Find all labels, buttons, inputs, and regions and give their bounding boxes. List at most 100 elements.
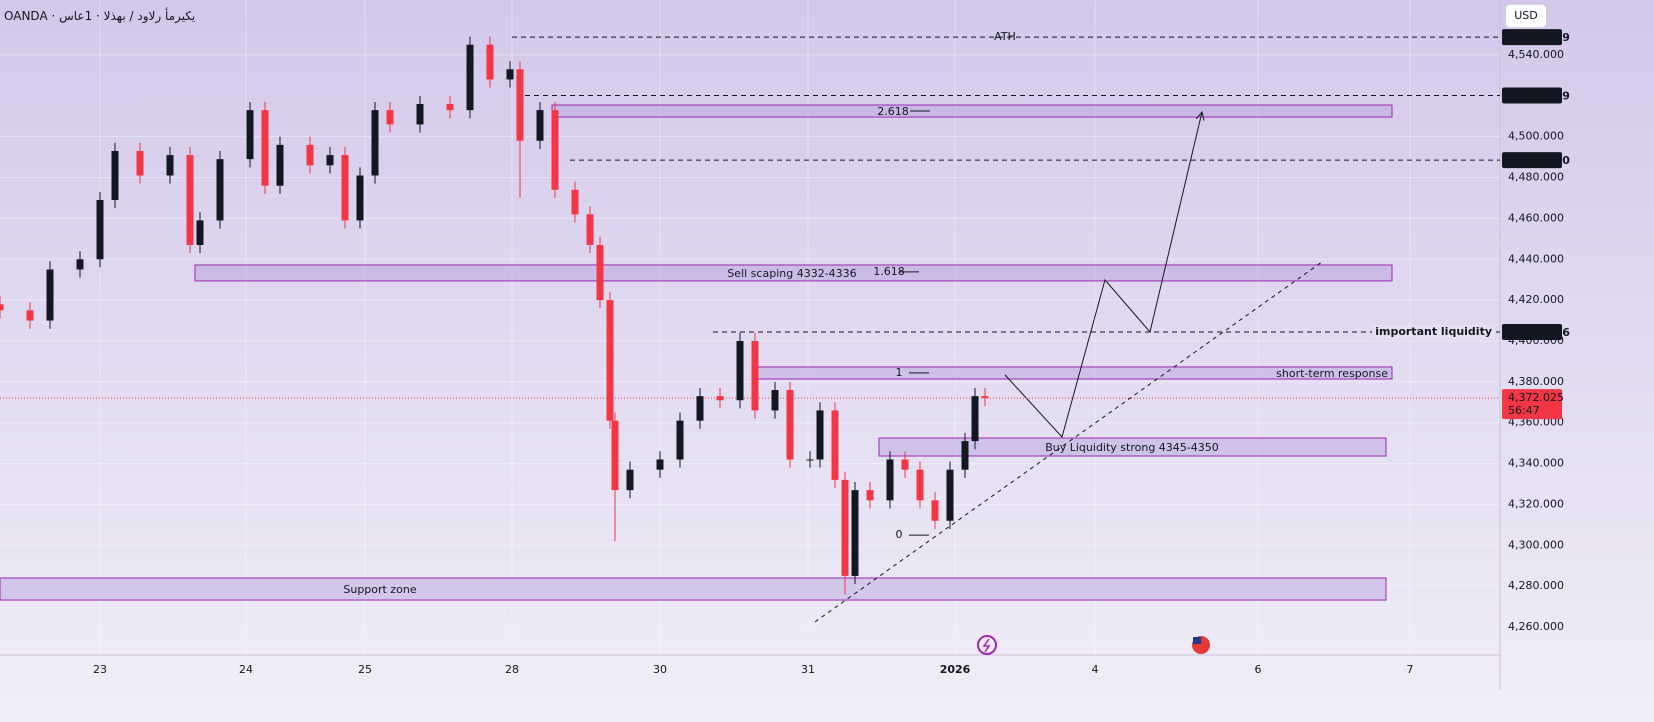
current-price-label: 4,372.025 [1508, 391, 1564, 404]
symbol-title: OANDA · يكيرمأ رلاود / بهذلا · 1عاس [4, 9, 196, 23]
price-label: 4,404.426 [1508, 326, 1570, 339]
candle-body [771, 390, 779, 411]
candle-body [696, 396, 704, 421]
zone-label: Buy Liquidity strong 4345-4350 [1045, 441, 1219, 454]
candle-body [886, 459, 894, 501]
y-tick-label: 4,380.000 [1508, 375, 1564, 388]
candle-body [341, 155, 349, 221]
zone-label: 2.618 [877, 105, 909, 118]
y-tick-label: 4,540.000 [1508, 48, 1564, 61]
zone-label: Sell scaping 4332-4336 [727, 267, 856, 280]
candle-body [606, 300, 614, 421]
candle-body [786, 390, 794, 460]
candle-body [971, 396, 979, 442]
candle-body [306, 144, 314, 166]
candle-body [806, 459, 814, 461]
fib-label: 0 [896, 528, 903, 541]
x-tick-label: 28 [505, 663, 519, 676]
candle-body [981, 396, 989, 399]
candle-body [841, 479, 849, 576]
candle-body [901, 459, 909, 470]
zone-label: Support zone [343, 583, 416, 596]
candle-body [276, 144, 284, 186]
y-tick-label: 4,460.000 [1508, 211, 1564, 224]
projection-path [1004, 112, 1202, 439]
candle-body [261, 110, 269, 186]
x-tick-label: 31 [801, 663, 815, 676]
y-tick-label: 4,340.000 [1508, 457, 1564, 470]
candle-body [831, 410, 839, 480]
x-tick-label: 23 [93, 663, 107, 676]
candle-body [196, 220, 204, 245]
candle-body [961, 441, 969, 470]
candle-body [136, 150, 144, 176]
candle-body [586, 214, 594, 245]
candle-body [716, 396, 724, 401]
x-tick-label: 24 [239, 663, 253, 676]
candle-body [851, 490, 859, 576]
price-label-bg [1502, 323, 1562, 340]
event-icon[interactable] [977, 635, 997, 655]
y-tick-label: 4,440.000 [1508, 252, 1564, 265]
candle-body [916, 469, 924, 501]
candle-body [656, 459, 664, 470]
zone [194, 264, 1393, 282]
zone [551, 104, 1393, 118]
note-bg [1372, 324, 1495, 338]
candle-body [26, 310, 34, 321]
candle-body [166, 155, 174, 176]
candle-body [596, 244, 604, 301]
y-tick-label: 4,300.000 [1508, 538, 1564, 551]
price-label: 4,548.709 [1508, 31, 1570, 44]
price-label-bg [1502, 29, 1562, 46]
candle-body [506, 69, 514, 80]
candle-body [536, 110, 544, 141]
candle-body [216, 159, 224, 221]
candle-body [571, 189, 579, 215]
fib-label: 1 [896, 366, 903, 379]
x-tick-label: 7 [1407, 663, 1414, 676]
candle-body [246, 110, 254, 160]
price-label-bg [1502, 87, 1562, 104]
x-tick-label: 30 [653, 663, 667, 676]
candle-body [356, 175, 364, 221]
currency-button[interactable]: USD [1505, 4, 1547, 28]
zone [878, 437, 1387, 457]
y-tick-label: 4,260.000 [1508, 620, 1564, 633]
price-label: 4,488.540 [1508, 154, 1570, 167]
zone [0, 577, 1387, 601]
candle-body [816, 410, 824, 460]
event-icon [982, 638, 991, 653]
flag-part [1193, 637, 1201, 644]
y-tick-label: 4,480.000 [1508, 171, 1564, 184]
level-note: ATH [994, 30, 1016, 43]
candle-body [386, 110, 394, 125]
price-label: 4,520.129 [1508, 90, 1570, 103]
y-tick-label: 4,320.000 [1508, 497, 1564, 510]
x-tick-label: 25 [358, 663, 372, 676]
candle-body [416, 103, 424, 125]
candle-body [551, 110, 559, 190]
candle-body [46, 269, 54, 321]
fib-label: 1.618 [873, 265, 905, 278]
y-tick-label: 4,280.000 [1508, 579, 1564, 592]
price-label-bg [1502, 152, 1562, 169]
candle-body [111, 150, 119, 201]
x-tick-label: 6 [1255, 663, 1262, 676]
candle-body [931, 500, 939, 521]
y-tick-label: 4,500.000 [1508, 130, 1564, 143]
candle-body [466, 44, 474, 111]
current-price-bg [1502, 389, 1562, 420]
candle-body [0, 304, 4, 311]
countdown: 56:47 [1508, 404, 1540, 417]
candle-body [186, 155, 194, 245]
candle-body [946, 469, 954, 521]
candle-body [446, 103, 454, 111]
x-tick-label: 4 [1092, 663, 1099, 676]
candle-body [96, 200, 104, 260]
candle-body [676, 420, 684, 460]
candle-body [486, 44, 494, 80]
